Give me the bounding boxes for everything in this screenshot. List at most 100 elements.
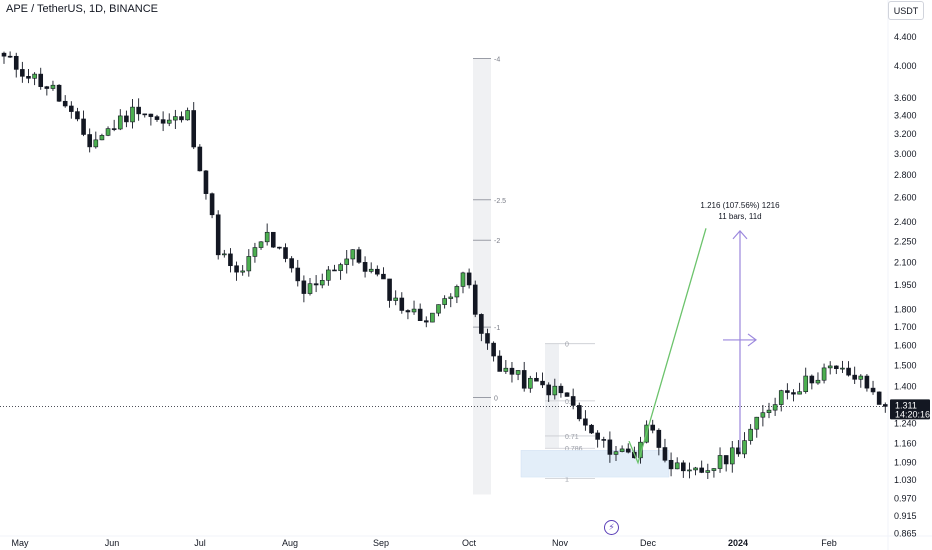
lightning-icon[interactable]: ⚡ bbox=[604, 520, 619, 535]
y-tick-label: 3.000 bbox=[894, 149, 917, 159]
candle-body bbox=[454, 286, 460, 298]
candle-body bbox=[270, 231, 276, 248]
candle-body bbox=[26, 76, 31, 79]
fib-extension-label: 0 bbox=[494, 395, 498, 402]
y-tick-label: 1.500 bbox=[894, 360, 917, 370]
candle-body bbox=[105, 128, 111, 136]
currency-unit-badge[interactable]: USDT bbox=[888, 1, 924, 20]
x-tick-label: 2024 bbox=[728, 538, 748, 548]
candle-body bbox=[472, 284, 478, 315]
candle-body bbox=[277, 246, 282, 249]
x-tick-label: Sep bbox=[373, 538, 389, 548]
candle-body bbox=[252, 247, 258, 257]
y-tick-label: 1.400 bbox=[894, 381, 917, 391]
candle-body bbox=[38, 73, 44, 87]
candle-body bbox=[681, 462, 686, 472]
projection-path bbox=[628, 228, 707, 465]
candle-body bbox=[760, 412, 766, 418]
candle-body bbox=[729, 447, 735, 465]
y-tick-label: 3.400 bbox=[894, 111, 917, 121]
chart-title: APE / TetherUS, 1D, BINANCE bbox=[6, 3, 159, 15]
candle-body bbox=[821, 367, 827, 381]
candle-body bbox=[687, 469, 692, 472]
x-tick-label: Aug bbox=[282, 538, 298, 548]
candle-body bbox=[393, 297, 398, 301]
candle-body bbox=[173, 116, 178, 121]
candle-body bbox=[601, 439, 607, 441]
candle-body bbox=[772, 404, 778, 411]
candle-body bbox=[154, 116, 160, 120]
candle-body bbox=[491, 342, 496, 357]
candle-body bbox=[228, 253, 233, 267]
candle-body bbox=[436, 304, 441, 314]
candle-body bbox=[81, 118, 86, 135]
candle-body bbox=[344, 258, 350, 265]
candle-body bbox=[797, 391, 802, 395]
candle-body bbox=[846, 367, 851, 376]
candle-body bbox=[50, 84, 56, 89]
candle-body bbox=[222, 253, 227, 256]
candle-body bbox=[197, 146, 203, 172]
candle-body bbox=[540, 380, 545, 386]
candle-body bbox=[742, 440, 747, 455]
candle-body bbox=[668, 459, 674, 470]
candle-body bbox=[264, 231, 270, 243]
candle-body bbox=[326, 269, 331, 281]
candle-body bbox=[430, 312, 435, 323]
measure-label-line1: 1.216 (107.56%) 1216 bbox=[700, 201, 780, 210]
candle-body bbox=[375, 268, 380, 275]
candle-body bbox=[595, 432, 600, 440]
candle-body bbox=[778, 390, 784, 405]
candle-body bbox=[466, 272, 472, 286]
y-tick-label: 0.915 bbox=[894, 511, 917, 521]
candle-body bbox=[338, 264, 343, 271]
last-price-countdown: 14:20:16 bbox=[895, 409, 930, 419]
demand-zone bbox=[520, 450, 670, 478]
fib-retracement-label: 0.786 bbox=[565, 446, 583, 453]
candle-body bbox=[552, 385, 558, 396]
candle-body bbox=[130, 106, 135, 123]
candle-body bbox=[534, 377, 539, 382]
candle-body bbox=[766, 409, 772, 413]
candle-body bbox=[754, 416, 760, 430]
candle-body bbox=[485, 333, 490, 344]
candle-body bbox=[1, 52, 7, 57]
candle-body bbox=[203, 170, 209, 194]
candle-body bbox=[417, 308, 423, 321]
candle-body bbox=[638, 441, 643, 459]
candle-body bbox=[209, 193, 215, 216]
candle-body bbox=[44, 86, 50, 89]
y-tick-label: 1.800 bbox=[894, 305, 917, 315]
x-tick-label: Feb bbox=[821, 538, 837, 548]
candle-body bbox=[785, 390, 790, 393]
fib-extension-label: -1 bbox=[494, 325, 500, 332]
candle-body bbox=[142, 113, 148, 116]
candle-body bbox=[20, 69, 25, 77]
fib-retracement-label: 0.71 bbox=[565, 434, 579, 441]
candle-body bbox=[613, 451, 619, 455]
candle-body bbox=[13, 55, 19, 70]
x-tick-label: May bbox=[11, 538, 29, 548]
y-tick-label: 1.090 bbox=[894, 458, 917, 468]
y-tick-label: 2.600 bbox=[894, 192, 917, 202]
candle-body bbox=[399, 297, 405, 311]
candle-body bbox=[852, 374, 857, 380]
candle-body bbox=[546, 384, 551, 396]
candle-body bbox=[528, 377, 533, 389]
candle-body bbox=[711, 468, 717, 471]
candle-body bbox=[497, 355, 503, 372]
y-tick-label: 1.600 bbox=[894, 341, 917, 351]
y-tick-label: 1.700 bbox=[894, 322, 917, 332]
candle-body bbox=[215, 214, 221, 256]
candle-body bbox=[136, 106, 141, 115]
y-tick-label: 4.000 bbox=[894, 61, 917, 71]
candle-body bbox=[191, 110, 197, 148]
candle-body bbox=[32, 73, 37, 79]
y-tick-label: 1.950 bbox=[894, 280, 917, 290]
candle-body bbox=[160, 119, 166, 124]
x-tick-label: Nov bbox=[552, 538, 569, 548]
x-tick-label: Jul bbox=[194, 538, 206, 548]
candle-body bbox=[693, 467, 698, 471]
candle-body bbox=[717, 455, 723, 469]
